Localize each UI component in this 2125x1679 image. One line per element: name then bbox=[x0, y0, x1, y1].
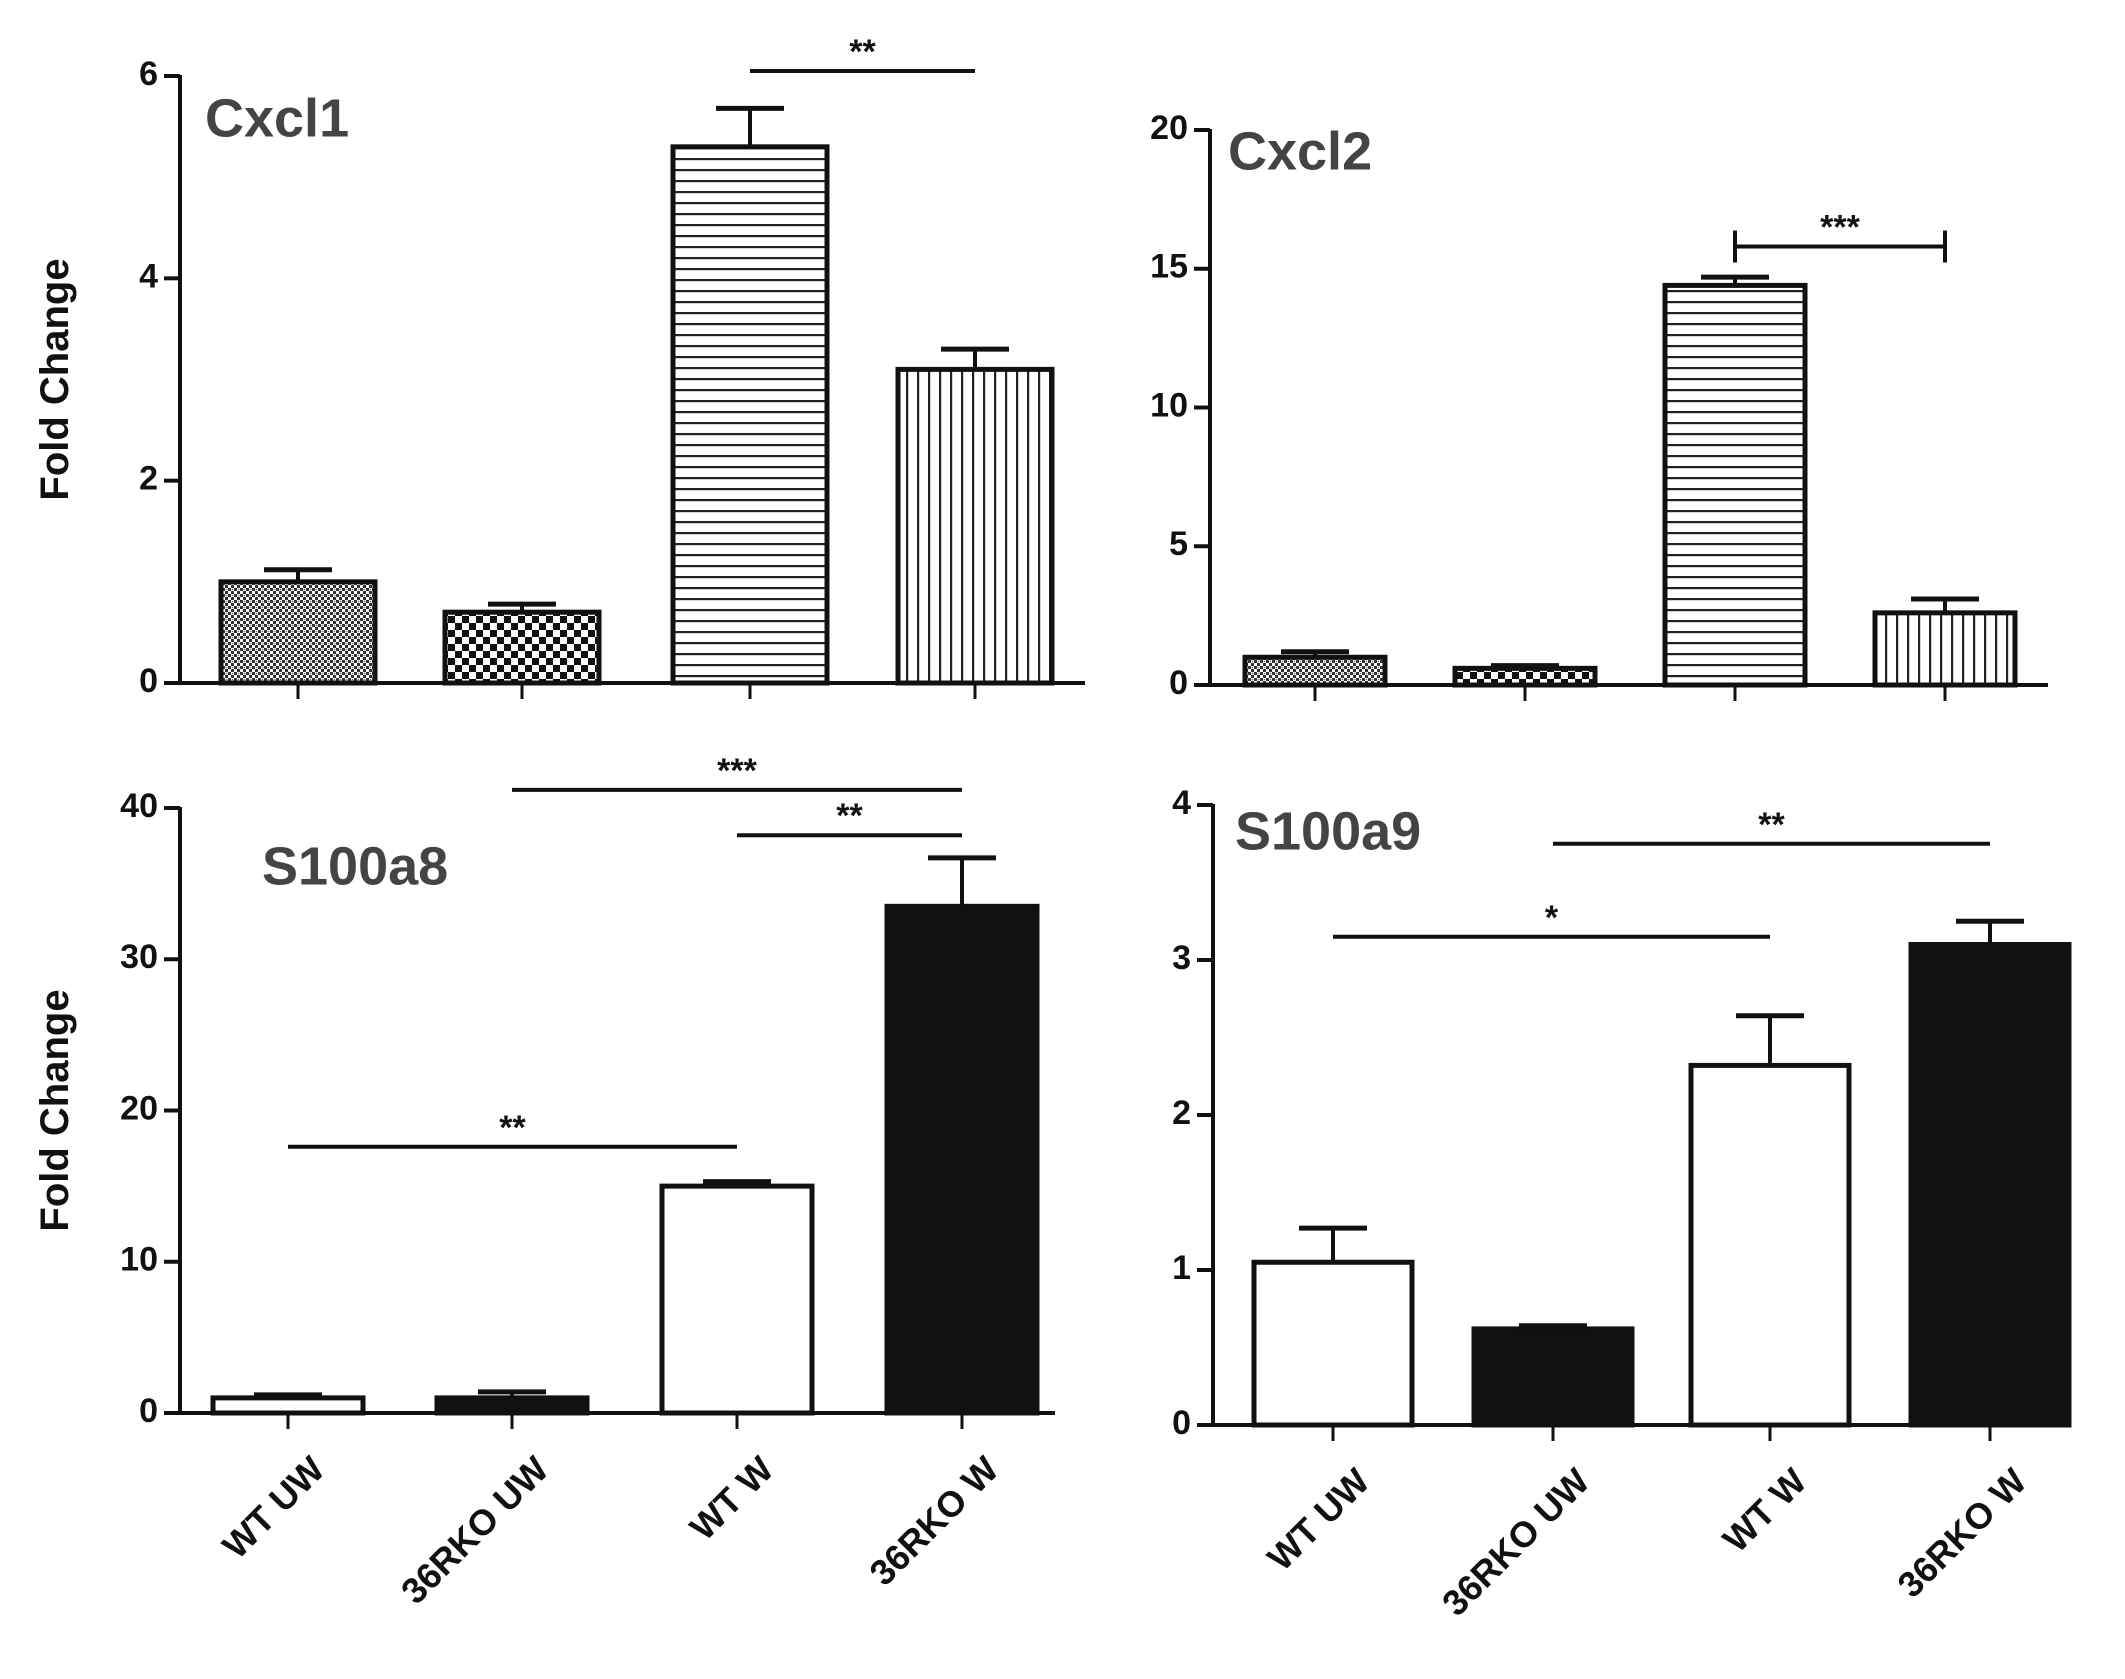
bar-36rko-w bbox=[884, 903, 1040, 1416]
x-category-label: 36RKO UW bbox=[1434, 1460, 1597, 1623]
y-axis-label: Fold Change bbox=[33, 989, 77, 1231]
y-tick-label: 0 bbox=[139, 662, 158, 700]
y-tick-label: 2 bbox=[1172, 1094, 1191, 1132]
significance-label: *** bbox=[717, 752, 757, 790]
bar-wt-uw bbox=[210, 1395, 366, 1416]
y-tick-label: 15 bbox=[1150, 248, 1188, 286]
significance-label: ** bbox=[499, 1109, 526, 1147]
chart-title: S100a8 bbox=[262, 836, 448, 896]
bar-36rko-w bbox=[1872, 610, 2018, 688]
y-tick-label: 30 bbox=[120, 938, 158, 976]
panel-cxcl1: Cxcl1 Fold Change 0 2 4 6 ** bbox=[33, 33, 1085, 700]
bar-36rko-uw bbox=[434, 1395, 590, 1416]
bar-36rko-w bbox=[895, 366, 1055, 686]
x-category-label: WT UW bbox=[214, 1448, 332, 1566]
bar-wt-w bbox=[670, 144, 830, 686]
bar-36rko-uw bbox=[442, 609, 602, 686]
y-tick-label: 10 bbox=[120, 1241, 158, 1279]
y-tick-label: 40 bbox=[120, 787, 158, 825]
bar-36rko-uw bbox=[1452, 665, 1598, 688]
panel-s100a8: S100a8 Fold Change 0 10 20 30 40 WT UW 36RKO UW W… bbox=[33, 752, 1055, 1612]
significance-label: ** bbox=[849, 33, 876, 71]
chart-title: S100a9 bbox=[1235, 801, 1421, 861]
y-tick-label: 1 bbox=[1172, 1249, 1191, 1287]
y-tick-label: 20 bbox=[1150, 109, 1188, 147]
bar-wt-uw bbox=[218, 579, 378, 686]
y-axis-label: Fold Change bbox=[33, 258, 77, 500]
x-category-label: WT UW bbox=[1259, 1460, 1377, 1578]
panel-cxcl2: Cxcl2 0 5 10 15 20 *** bbox=[1150, 109, 2048, 702]
x-category-label: 36RKO W bbox=[861, 1448, 1006, 1593]
y-tick-label: 4 bbox=[1172, 784, 1191, 822]
y-tick-label: 0 bbox=[139, 1392, 158, 1430]
y-tick-label: 0 bbox=[1172, 1404, 1191, 1442]
significance-label: ** bbox=[1758, 806, 1785, 844]
x-category-label: WT W bbox=[1715, 1460, 1815, 1560]
x-category-label: 36RKO UW bbox=[393, 1448, 556, 1611]
y-tick-label: 10 bbox=[1150, 386, 1188, 424]
y-tick-label: 0 bbox=[1169, 664, 1188, 702]
x-category-label: WT W bbox=[682, 1448, 782, 1548]
bar-wt-uw bbox=[1251, 1259, 1415, 1428]
y-tick-label: 5 bbox=[1169, 525, 1188, 563]
significance-label: * bbox=[1545, 899, 1559, 937]
chart-title: Cxcl1 bbox=[205, 88, 349, 148]
y-tick-label: 20 bbox=[120, 1089, 158, 1127]
x-category-label: 36RKO W bbox=[1889, 1460, 2034, 1605]
y-tick-label: 6 bbox=[139, 55, 158, 93]
y-tick-label: 2 bbox=[139, 460, 158, 498]
bar-wt-uw bbox=[1242, 654, 1388, 688]
y-tick-label: 4 bbox=[139, 257, 158, 295]
bar-36rko-uw bbox=[1471, 1326, 1635, 1428]
chart-title: Cxcl2 bbox=[1228, 121, 1372, 181]
y-tick-label: 3 bbox=[1172, 939, 1191, 977]
bar-wt-w bbox=[659, 1183, 815, 1416]
bar-36rko-w bbox=[1908, 942, 2072, 1428]
bar-wt-w bbox=[1662, 282, 1808, 688]
significance-label: *** bbox=[1820, 209, 1860, 247]
bar-wt-w bbox=[1688, 1062, 1852, 1428]
significance-label: ** bbox=[836, 797, 863, 835]
